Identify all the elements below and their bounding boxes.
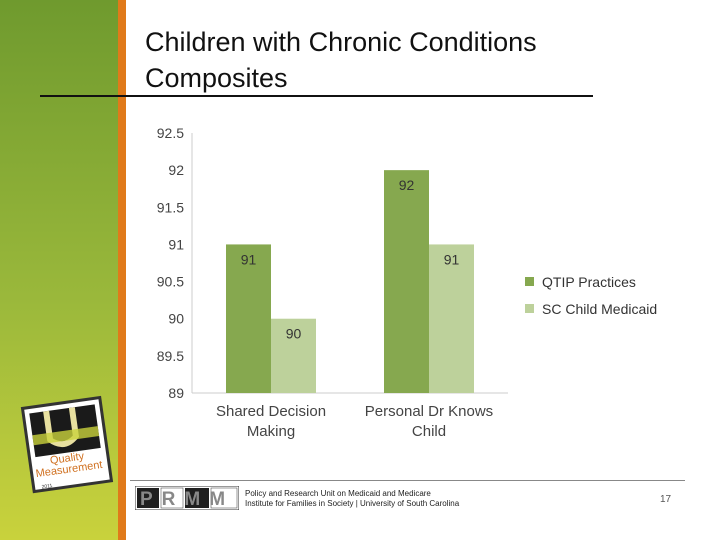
x-tick-label: Making (247, 423, 295, 440)
bar-group (226, 170, 474, 393)
bar (384, 170, 429, 393)
y-tick-label: 91 (168, 236, 184, 252)
legend-label-sc-medicaid: SC Child Medicaid (542, 301, 657, 317)
legend-swatch-sc-medicaid (525, 304, 534, 313)
legend-item-qtip: QTIP Practices (525, 268, 657, 295)
y-tick-label: 90 (168, 311, 184, 327)
sidebar-accent-stripe (118, 0, 126, 540)
footer-rule (130, 480, 685, 481)
x-tick-label: Shared Decision (216, 403, 326, 420)
footer-line1: Policy and Research Unit on Medicaid and… (245, 489, 459, 499)
slide-title-line1: Children with Chronic Conditions (145, 24, 615, 60)
slide-title: Children with Chronic Conditions Composi… (145, 24, 615, 96)
bar-value-label: 91 (241, 251, 257, 267)
legend-item-sc-medicaid: SC Child Medicaid (525, 295, 657, 322)
legend-swatch-qtip (525, 277, 534, 286)
bar-chart: 92.5 92 91.5 91 90.5 90 89.5 89 91 90 92 91 Shared… (130, 115, 525, 465)
footer-line2: Institute for Families in Society | Univ… (245, 499, 459, 509)
footer-text: Policy and Research Unit on Medicaid and… (245, 489, 459, 509)
bar-value-label: 90 (286, 326, 302, 342)
prmm-logo: PRMM (135, 486, 239, 510)
y-tick-label: 89.5 (157, 348, 184, 364)
x-axis-labels: Shared Decision Making Personal Dr Knows Ch… (216, 403, 493, 440)
y-axis-ticks: 92.5 92 91.5 91 90.5 90 89.5 89 (157, 125, 184, 401)
y-tick-label: 90.5 (157, 274, 184, 290)
quality-measurement-badge: Quality Measurement 2011 (12, 393, 116, 497)
y-tick-label: 91.5 (157, 199, 184, 215)
x-tick-label: Child (412, 423, 446, 440)
y-tick-label: 92.5 (157, 125, 184, 141)
title-underline (40, 95, 593, 97)
page-number: 17 (660, 494, 671, 505)
chart-legend: QTIP Practices SC Child Medicaid (525, 268, 657, 322)
y-tick-label: 92 (168, 162, 184, 178)
prmm-logo-text: PRMM (140, 489, 234, 510)
x-tick-label: Personal Dr Knows (365, 403, 493, 420)
bar-value-label: 91 (444, 251, 460, 267)
legend-label-qtip: QTIP Practices (542, 274, 636, 290)
bar-value-label: 92 (399, 177, 415, 193)
slide-title-line2: Composites (145, 60, 615, 96)
y-tick-label: 89 (168, 385, 184, 401)
